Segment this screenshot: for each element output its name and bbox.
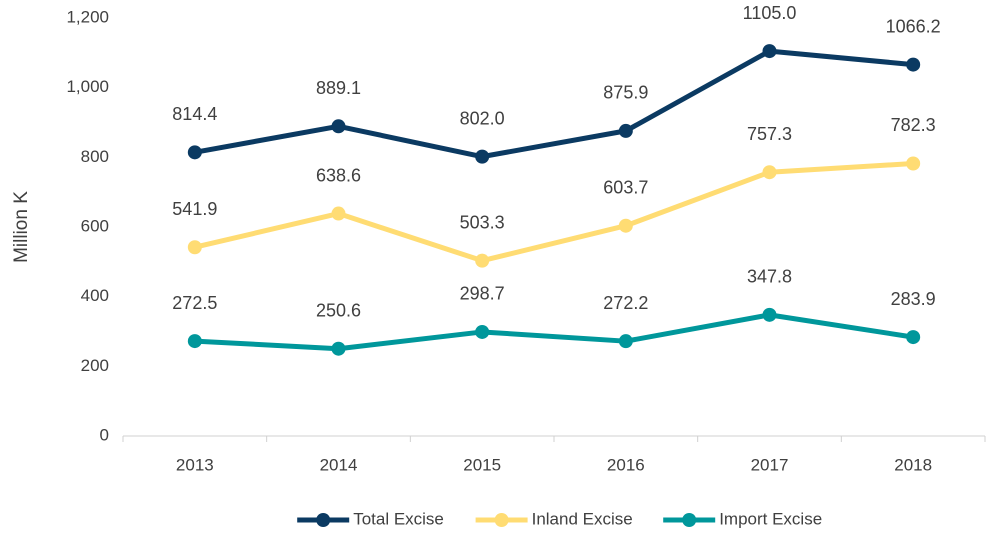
data-point — [475, 324, 490, 339]
legend-label: Total Excise — [353, 509, 444, 528]
y-tick-label: 800 — [81, 147, 109, 166]
legend-marker — [316, 513, 331, 527]
data-label: 757.3 — [747, 124, 792, 144]
x-tick-label: 2013 — [176, 455, 214, 474]
data-label: 541.9 — [172, 199, 217, 219]
data-point — [618, 218, 633, 233]
data-point — [906, 156, 921, 171]
data-label: 250.6 — [316, 300, 361, 320]
data-label: 875.9 — [603, 83, 648, 103]
data-label: 283.9 — [891, 289, 936, 309]
x-tick-label: 2017 — [751, 455, 789, 474]
data-point — [187, 145, 202, 160]
x-tick-label: 2016 — [607, 455, 645, 474]
legend-marker — [682, 513, 697, 527]
data-point — [762, 165, 777, 180]
data-label: 298.7 — [460, 284, 505, 304]
data-point — [187, 334, 202, 349]
y-tick-label: 0 — [100, 425, 109, 444]
data-point — [331, 206, 346, 221]
data-label: 814.4 — [172, 104, 217, 124]
data-point — [762, 44, 777, 59]
data-point — [762, 307, 777, 322]
data-point — [906, 57, 921, 72]
y-tick-label: 200 — [81, 356, 109, 375]
data-label: 603.7 — [603, 177, 648, 197]
data-label: 1066.2 — [886, 16, 941, 36]
data-label: 503.3 — [460, 212, 505, 232]
y-tick-label: 1,200 — [66, 7, 109, 26]
y-tick-label: 400 — [81, 286, 109, 305]
data-point — [331, 341, 346, 356]
data-label: 638.6 — [316, 165, 361, 185]
legend-marker — [494, 513, 509, 527]
data-label: 272.2 — [603, 293, 648, 313]
legend-label: Import Excise — [719, 509, 822, 528]
data-point — [618, 334, 633, 349]
data-label: 802.0 — [460, 108, 505, 128]
y-tick-label: 1,000 — [66, 77, 109, 96]
data-label: 347.8 — [747, 267, 792, 287]
data-point — [475, 149, 490, 164]
data-label: 782.3 — [891, 115, 936, 135]
data-point — [331, 119, 346, 134]
data-label: 889.1 — [316, 78, 361, 98]
data-label: 1105.0 — [743, 3, 797, 23]
x-tick-label: 2015 — [463, 455, 501, 474]
series-line — [194, 48, 914, 160]
x-tick-label: 2014 — [320, 455, 358, 474]
data-point — [187, 240, 202, 255]
series-line — [194, 161, 914, 264]
data-label: 272.5 — [172, 293, 217, 313]
legend-label: Inland Excise — [532, 509, 633, 528]
data-point — [618, 123, 633, 138]
y-axis-label: Million K — [11, 191, 32, 263]
data-point — [475, 253, 490, 268]
data-point — [906, 330, 921, 345]
y-tick-label: 600 — [81, 216, 109, 235]
series-line — [194, 312, 914, 352]
x-tick-label: 2018 — [894, 455, 932, 474]
